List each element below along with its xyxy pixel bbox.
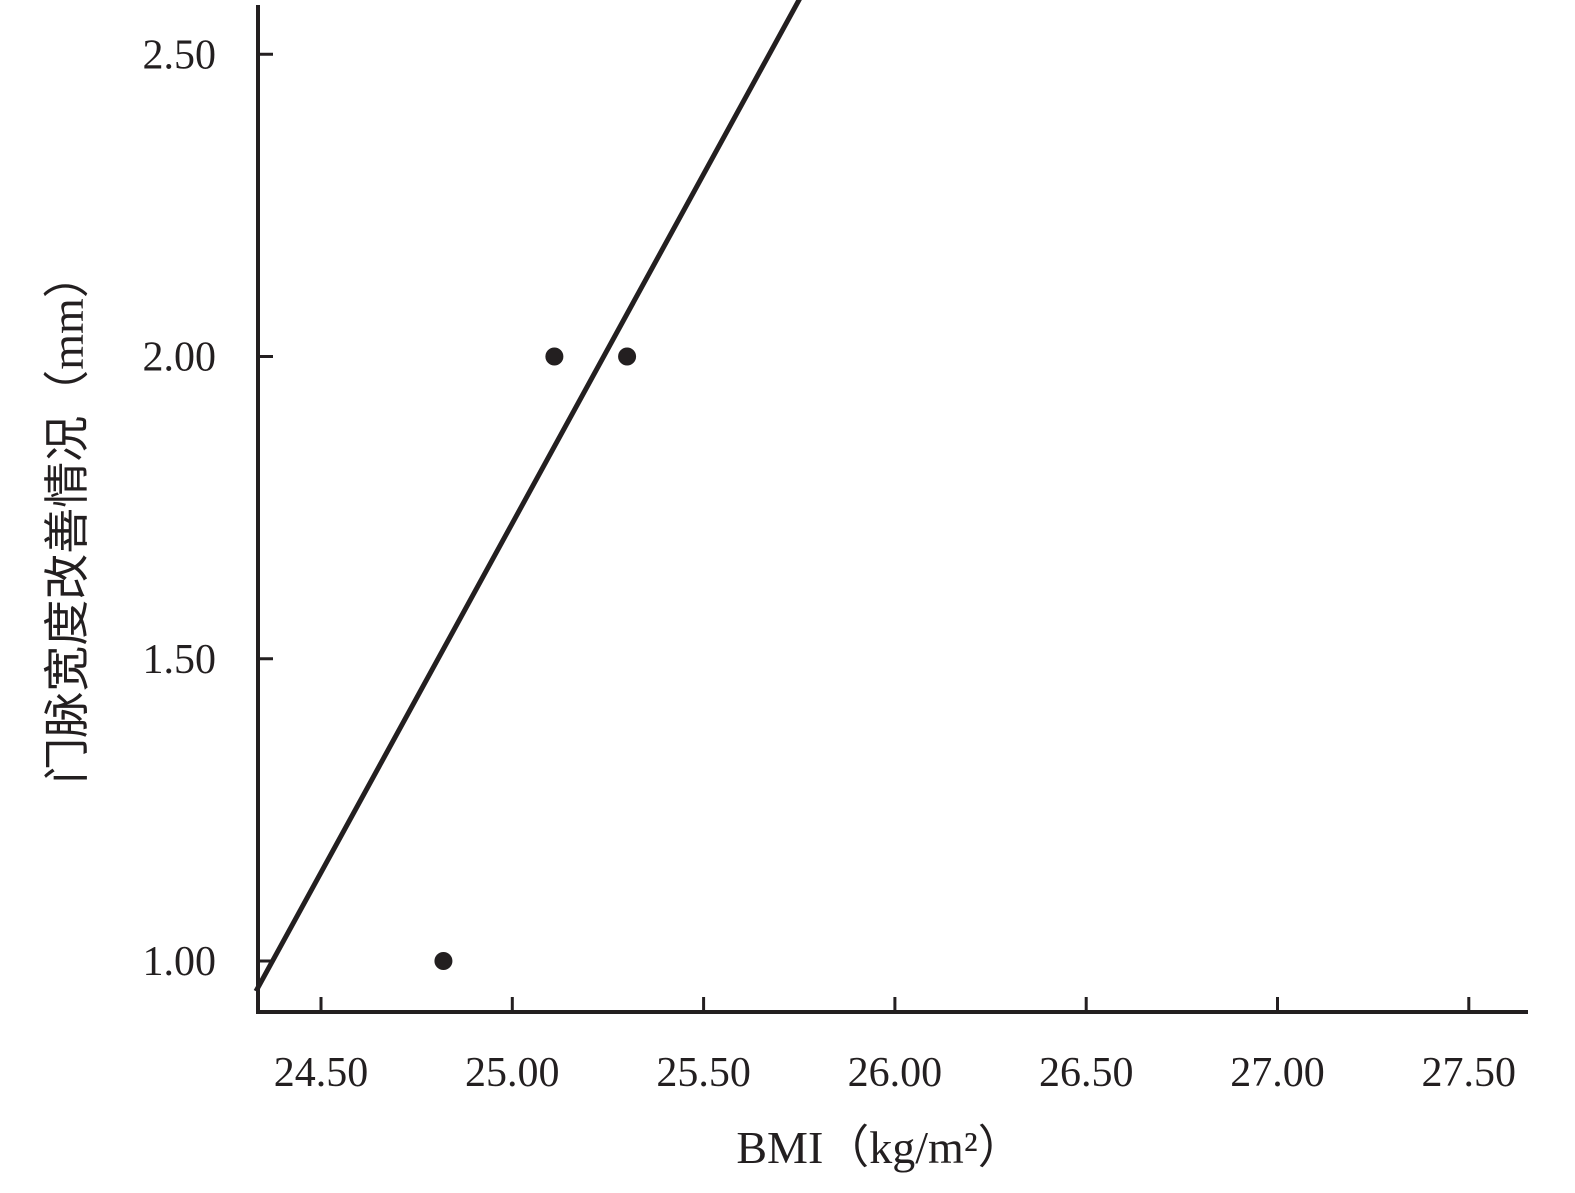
y-tick-label: 2.00 — [143, 335, 217, 381]
fit-line-group — [253, 0, 802, 993]
x-tick-label: 24.50 — [274, 1050, 369, 1096]
x-tick-label: 26.50 — [1039, 1050, 1134, 1096]
x-tick-label: 26.00 — [848, 1050, 943, 1096]
data-points — [434, 347, 637, 970]
data-point — [618, 347, 637, 366]
x-tick-label: 27.50 — [1422, 1050, 1517, 1096]
x-tick-label: 25.50 — [656, 1050, 751, 1096]
data-point — [545, 347, 564, 366]
axes — [256, 5, 1528, 1014]
y-axis-title: 门脉宽度改善情况（mm） — [42, 252, 93, 784]
data-point — [434, 952, 453, 970]
fit-line — [253, 0, 802, 993]
y-tick-label: 2.50 — [143, 32, 217, 78]
x-tick-label: 27.00 — [1230, 1050, 1325, 1096]
y-tick-label: 1.50 — [143, 637, 217, 683]
x-ticks: 24.50 25.00 25.50 26.00 26.50 27.00 27.50 — [274, 997, 1516, 1096]
x-tick-label: 25.00 — [465, 1050, 560, 1096]
y-ticks: 1.001.502.002.503.003.504.00 — [143, 32, 273, 985]
x-axis-title: BMI（kg/m²） — [736, 1122, 1023, 1173]
y-tick-label: 1.00 — [143, 939, 217, 985]
